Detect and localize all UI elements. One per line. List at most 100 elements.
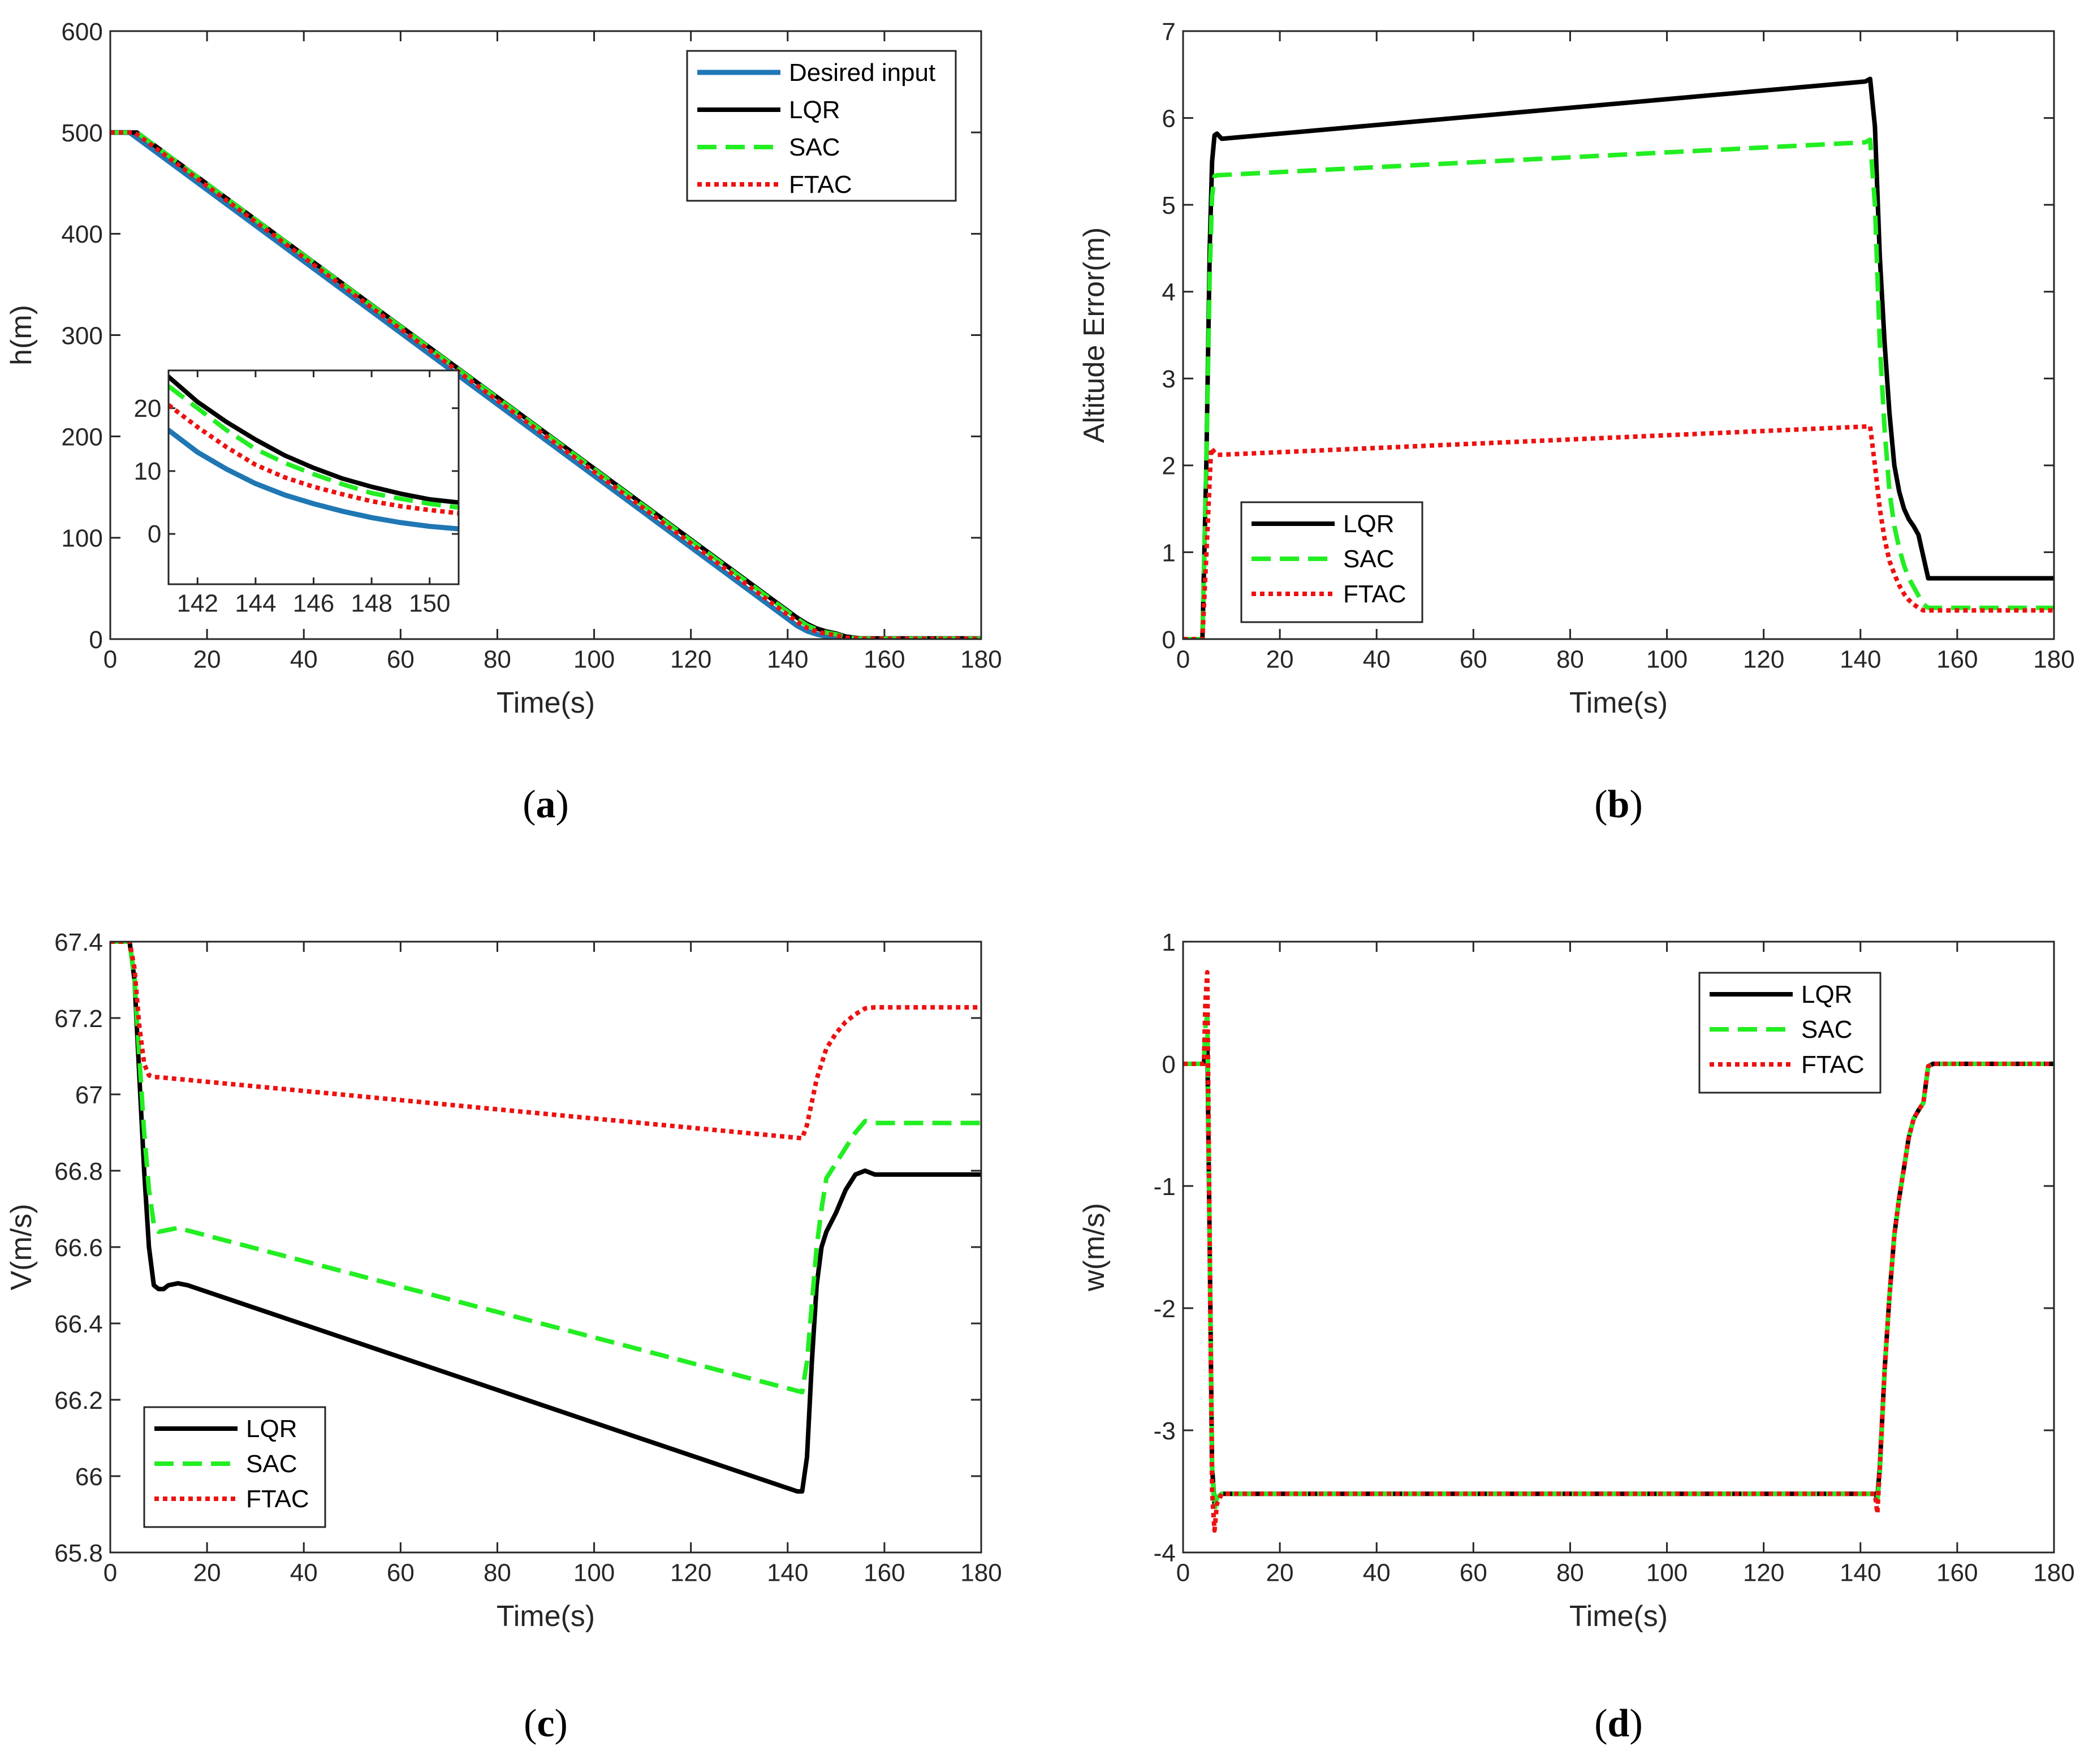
panel-d: 0 20 40 60 80 100 120 140 160 180 -4 -3 -2 -1 0 1 bbox=[1154, 929, 2075, 1587]
panel-d-legend-label-2: FTAC bbox=[1801, 1051, 1865, 1079]
panel-c-ytick-label-6: 67 bbox=[75, 1081, 103, 1109]
panel-c-ytick-label-7: 67.2 bbox=[54, 1005, 103, 1033]
panel-b-ytick-label-4: 4 bbox=[1162, 279, 1175, 307]
panel-c-ytick-label-8: 67.4 bbox=[54, 929, 103, 956]
panel-b-ytick-label-0: 0 bbox=[1162, 626, 1175, 654]
panel-b-ytick-label-6: 6 bbox=[1162, 105, 1175, 132]
panel-a-inset-series-group bbox=[169, 374, 459, 532]
panel-c-ytick-label-4: 66.6 bbox=[54, 1234, 103, 1262]
panel-d-ytick-label-4: 0 bbox=[1162, 1051, 1175, 1079]
panel-d-caption-open: ( bbox=[1594, 1702, 1607, 1745]
panel-b-ytick-label-5: 5 bbox=[1162, 192, 1175, 219]
panel-a-ylabel: h(m) bbox=[5, 305, 38, 365]
panel-a-legend-label-0: Desired input bbox=[789, 59, 935, 87]
panel-d-legend-label-0: LQR bbox=[1801, 981, 1852, 1008]
panel-a-caption: (a) bbox=[523, 783, 569, 826]
panel-b-xtick-label-1: 20 bbox=[1266, 646, 1294, 674]
panel-d-series-group bbox=[1183, 970, 2054, 1533]
panel-a-inset-background bbox=[169, 370, 459, 584]
panel-c-series-lqr bbox=[110, 942, 981, 1494]
panel-c-xtick-label-7: 140 bbox=[767, 1559, 808, 1587]
panel-b-legend-label-0: LQR bbox=[1343, 510, 1394, 538]
panel-a-inset-xtick-label-0: 142 bbox=[177, 589, 218, 617]
panel-c-xtick-label-9: 180 bbox=[960, 1559, 1002, 1587]
panel-b-caption-letter: b bbox=[1608, 783, 1630, 826]
panel-a-inset-series-desired-input bbox=[169, 428, 459, 532]
panel-a-xtick-label-1: 20 bbox=[193, 646, 221, 674]
panel-c-ytick-label-5: 66.8 bbox=[54, 1158, 103, 1185]
panel-a-ytick-label-5: 500 bbox=[61, 119, 102, 147]
panel-d-xlabel: Time(s) bbox=[1569, 1600, 1668, 1633]
panel-b-caption-close: ) bbox=[1629, 783, 1642, 826]
panel-a-xtick-label-7: 140 bbox=[767, 646, 808, 674]
panel-b: 0 20 40 60 80 100 120 140 160 180 0 1 2 3 4 5 6 7 bbox=[1162, 18, 2074, 674]
panel-b-ytick-label-1: 1 bbox=[1162, 539, 1175, 567]
panel-b-xtick-label-2: 40 bbox=[1363, 646, 1391, 674]
panel-d-xtick-label-6: 120 bbox=[1743, 1559, 1784, 1587]
panel-d-ytick-label-3: -1 bbox=[1154, 1173, 1176, 1201]
panel-b-xtick-label-5: 100 bbox=[1646, 646, 1688, 674]
panel-d-ytick-label-2: -2 bbox=[1154, 1295, 1176, 1323]
panel-a-xtick-label-9: 180 bbox=[960, 646, 1002, 674]
panel-b-xtick-label-9: 180 bbox=[2033, 646, 2074, 674]
panel-b-ylabel: Altitude Error(m) bbox=[1078, 227, 1111, 443]
panel-a-ytick-label-3: 300 bbox=[61, 322, 102, 350]
panel-d-legend-label-1: SAC bbox=[1801, 1016, 1852, 1043]
panel-b-xlabel: Time(s) bbox=[1569, 687, 1668, 719]
panel-b-xtick-label-8: 160 bbox=[1936, 646, 1978, 674]
panel-d-xtick-label-8: 160 bbox=[1936, 1559, 1978, 1587]
panel-a-inset-series-lqr bbox=[169, 374, 459, 505]
panel-c-ytick-label-3: 66.4 bbox=[54, 1310, 103, 1338]
panel-a-legend-label-1: LQR bbox=[789, 96, 840, 124]
panel-c-xtick-label-1: 20 bbox=[193, 1559, 221, 1587]
panel-a-legend-label-3: FTAC bbox=[789, 171, 852, 199]
panel-a-frame bbox=[109, 30, 982, 640]
panel-d-caption: (d) bbox=[1594, 1702, 1643, 1745]
panel-b-xtick-label-3: 60 bbox=[1460, 646, 1487, 674]
panel-d-ytick-label-1: -3 bbox=[1154, 1417, 1176, 1445]
panel-d-xtick-label-4: 80 bbox=[1556, 1559, 1584, 1587]
panel-b-ytick-label-7: 7 bbox=[1162, 18, 1175, 46]
panel-d-xtick-label-5: 100 bbox=[1646, 1559, 1688, 1587]
panel-b-series-group bbox=[1183, 76, 2054, 639]
panel-c-xtick-label-8: 160 bbox=[864, 1559, 905, 1587]
panel-c-legend: LQR SAC FTAC bbox=[143, 1406, 326, 1528]
panel-b-xtick-label-0: 0 bbox=[1176, 646, 1190, 674]
panel-a-inset-series-ftac bbox=[169, 403, 459, 516]
panel-c-xtick-label-2: 40 bbox=[290, 1559, 318, 1587]
panel-a-inset-ytick-label-0: 0 bbox=[148, 520, 161, 548]
panel-a-inset: 142 144 146 148 150 0 10 20 bbox=[133, 369, 460, 617]
panel-d-xtick-label-7: 140 bbox=[1840, 1559, 1881, 1587]
panel-b-xtick-label-7: 140 bbox=[1840, 646, 1881, 674]
panel-d-ytick-label-0: -4 bbox=[1154, 1539, 1176, 1567]
panel-a-inset-xtick-label-4: 150 bbox=[409, 589, 450, 617]
panel-a-inset-xtick-label-3: 148 bbox=[351, 589, 392, 617]
panel-b-ytick-label-2: 2 bbox=[1162, 452, 1175, 480]
panel-a-xtick-label-3: 60 bbox=[387, 646, 415, 674]
panel-c-xtick-label-6: 120 bbox=[670, 1559, 711, 1587]
panel-c-ytick-label-1: 66 bbox=[75, 1463, 103, 1491]
panel-b-series-lqr bbox=[1183, 76, 2054, 639]
panel-d-caption-letter: d bbox=[1608, 1702, 1630, 1745]
panel-b-caption: (b) bbox=[1594, 783, 1643, 826]
panel-a-xtick-label-8: 160 bbox=[864, 646, 905, 674]
panel-d-frame bbox=[1182, 941, 2055, 1554]
panel-a-caption-close: ) bbox=[556, 783, 569, 826]
panel-a-inset-series-sac bbox=[169, 384, 459, 510]
panel-c-series-group bbox=[110, 942, 981, 1494]
panel-c-xtick-label-0: 0 bbox=[103, 1559, 117, 1587]
panel-a-xtick-label-4: 80 bbox=[484, 646, 511, 674]
panel-d-xtick-label-9: 180 bbox=[2033, 1559, 2074, 1587]
panel-a-ytick-label-1: 100 bbox=[61, 525, 102, 553]
panel-a-ytick-label-0: 0 bbox=[89, 626, 102, 654]
panel-b-legend: LQR SAC FTAC bbox=[1240, 501, 1423, 623]
panel-a-xtick-label-0: 0 bbox=[103, 646, 117, 674]
panel-c-ylabel: V(m/s) bbox=[5, 1204, 38, 1290]
panel-c-xlabel: Time(s) bbox=[497, 1600, 595, 1633]
panel-c-caption-letter: c bbox=[537, 1702, 554, 1745]
panel-a-xtick-label-6: 120 bbox=[670, 646, 711, 674]
panel-a-inset-frame bbox=[167, 369, 460, 585]
panel-d-ytick-label-5: 1 bbox=[1162, 929, 1175, 956]
panel-c-legend-label-0: LQR bbox=[246, 1415, 297, 1443]
